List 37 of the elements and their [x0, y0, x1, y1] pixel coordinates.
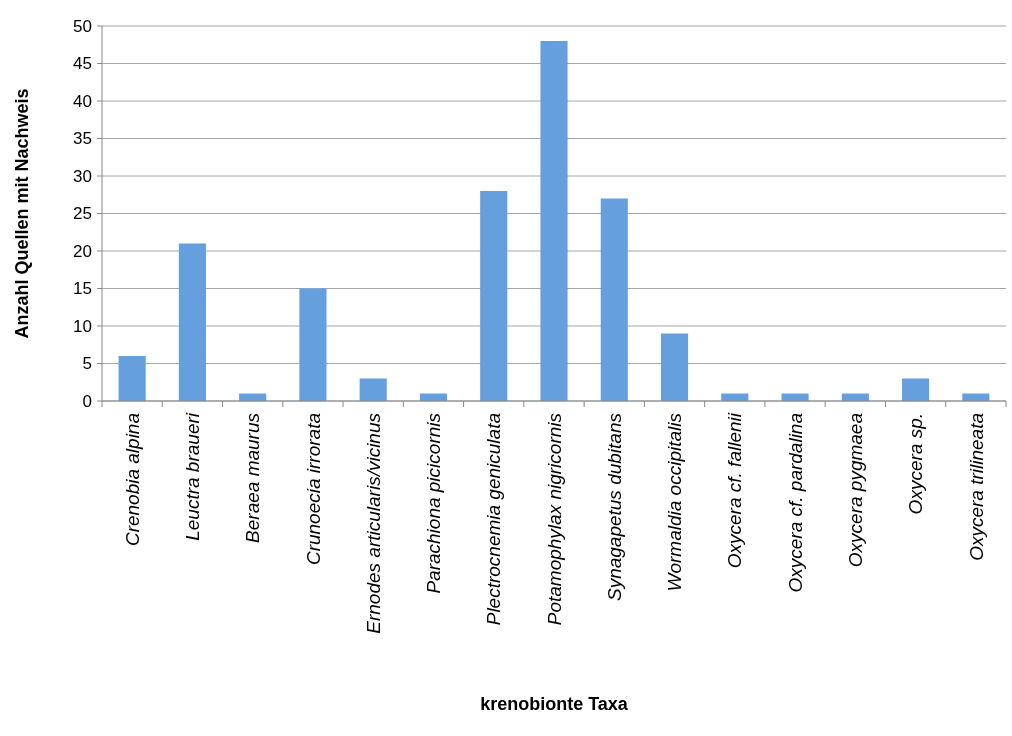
bar — [660, 333, 689, 401]
y-tick-label: 35 — [73, 129, 92, 149]
x-tick-label: Wormaldia occipitalis — [664, 412, 686, 592]
x-tick-label: Oxycera trilineata — [965, 413, 987, 561]
y-tick-label: 40 — [73, 91, 92, 111]
y-tick-label: 45 — [73, 54, 92, 74]
bar — [540, 41, 568, 401]
y-tick-label: 5 — [82, 354, 92, 374]
x-tick-label: Crenobia alpina — [121, 413, 143, 547]
x-tick-label: Ernodes articularis/vicinus — [362, 412, 384, 634]
y-tick-label: 15 — [73, 279, 92, 299]
y-tick-label: 25 — [73, 204, 92, 224]
bar — [359, 378, 387, 401]
x-tick-label: Beraea maurus — [242, 412, 264, 543]
x-tick-label: Oxycera cf. pardalina — [784, 413, 806, 593]
x-axis-title: krenobionte Taxa — [480, 693, 629, 714]
x-tick-label: Leuctra braueri — [182, 412, 204, 541]
x-tick-label: Synagapetus dubitans — [603, 412, 625, 602]
x-tick-label: Oxycera cf. fallenii — [724, 412, 746, 569]
y-axis-title: Anzahl Quellen mit Nachweis — [12, 88, 32, 339]
bar — [178, 243, 206, 401]
bar — [902, 378, 930, 401]
bar — [480, 191, 508, 401]
bar — [118, 356, 146, 401]
y-tick-label: 30 — [73, 166, 92, 186]
bar — [299, 288, 327, 401]
x-tick-label: Oxycera pygmaea — [844, 413, 866, 568]
y-tick-label: 20 — [73, 241, 92, 261]
y-tick-label: 10 — [73, 316, 92, 336]
y-tick-label: 0 — [82, 391, 92, 411]
x-tick-label: Plectrocnemia geniculata — [483, 413, 505, 626]
x-tick-label: Oxycera sp. — [905, 413, 927, 515]
x-tick-label: Potamophylax nigricornis — [543, 412, 565, 626]
x-tick-label: Parachiona picicornis — [423, 412, 445, 594]
x-tick-label: Crunoecia irrorata — [302, 413, 324, 566]
y-tick-label: 50 — [73, 16, 92, 36]
bar — [600, 198, 628, 401]
